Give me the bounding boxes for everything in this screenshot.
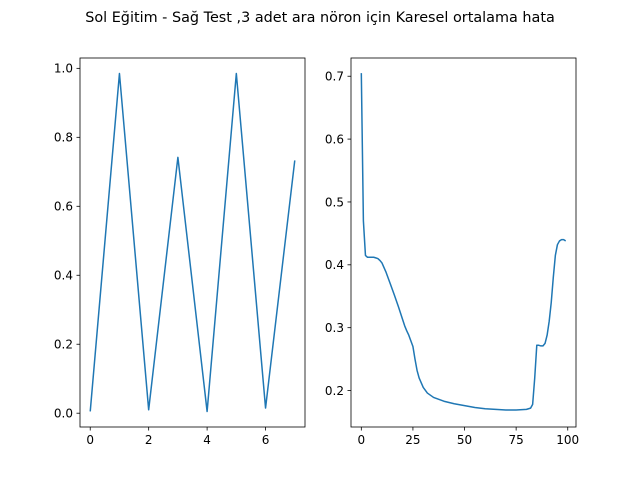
left-xtick-label: 0	[86, 433, 94, 447]
left-xtick-label: 2	[145, 433, 153, 447]
right-ytick-label: 0.4	[325, 258, 344, 272]
left-series-line	[89, 72, 296, 413]
right-ytick-label: 0.6	[325, 132, 344, 146]
right-axes-frame	[350, 57, 577, 428]
left-xtick-label: 6	[262, 433, 270, 447]
right-xtick-label: 75	[508, 433, 523, 447]
right-xtick-label: 0	[358, 433, 366, 447]
right-ytick-label: 0.2	[325, 384, 344, 398]
right-xtick-label: 50	[457, 433, 472, 447]
right-ytick-label: 0.3	[325, 321, 344, 335]
left-xtick-label: 4	[203, 433, 211, 447]
left-ytick-label: 1.0	[54, 62, 73, 76]
left-ytick-label: 0.0	[54, 407, 73, 421]
left-ytick-label: 0.4	[54, 269, 73, 283]
right-ytick-label: 0.5	[325, 195, 344, 209]
right-xtick-label: 100	[556, 433, 579, 447]
left-axes-frame	[79, 57, 306, 428]
left-ytick-label: 0.6	[54, 200, 73, 214]
left-ytick-label: 0.8	[54, 131, 73, 145]
left-plot-panel: 0 2 4 6 0.0 0.2 0.4 0.6 0.8 1.0	[54, 57, 306, 447]
left-ytick-label: 0.2	[54, 338, 73, 352]
figure-title: Sol Eğitim - Sağ Test ,3 adet ara nöron …	[85, 10, 555, 26]
right-plot-panel: 0 25 50 75 100 0.2 0.3 0.4 0.5 0.6 0.7	[325, 57, 579, 447]
right-series-line	[360, 73, 567, 411]
right-ytick-label: 0.7	[325, 70, 344, 84]
right-xtick-label: 25	[405, 433, 420, 447]
